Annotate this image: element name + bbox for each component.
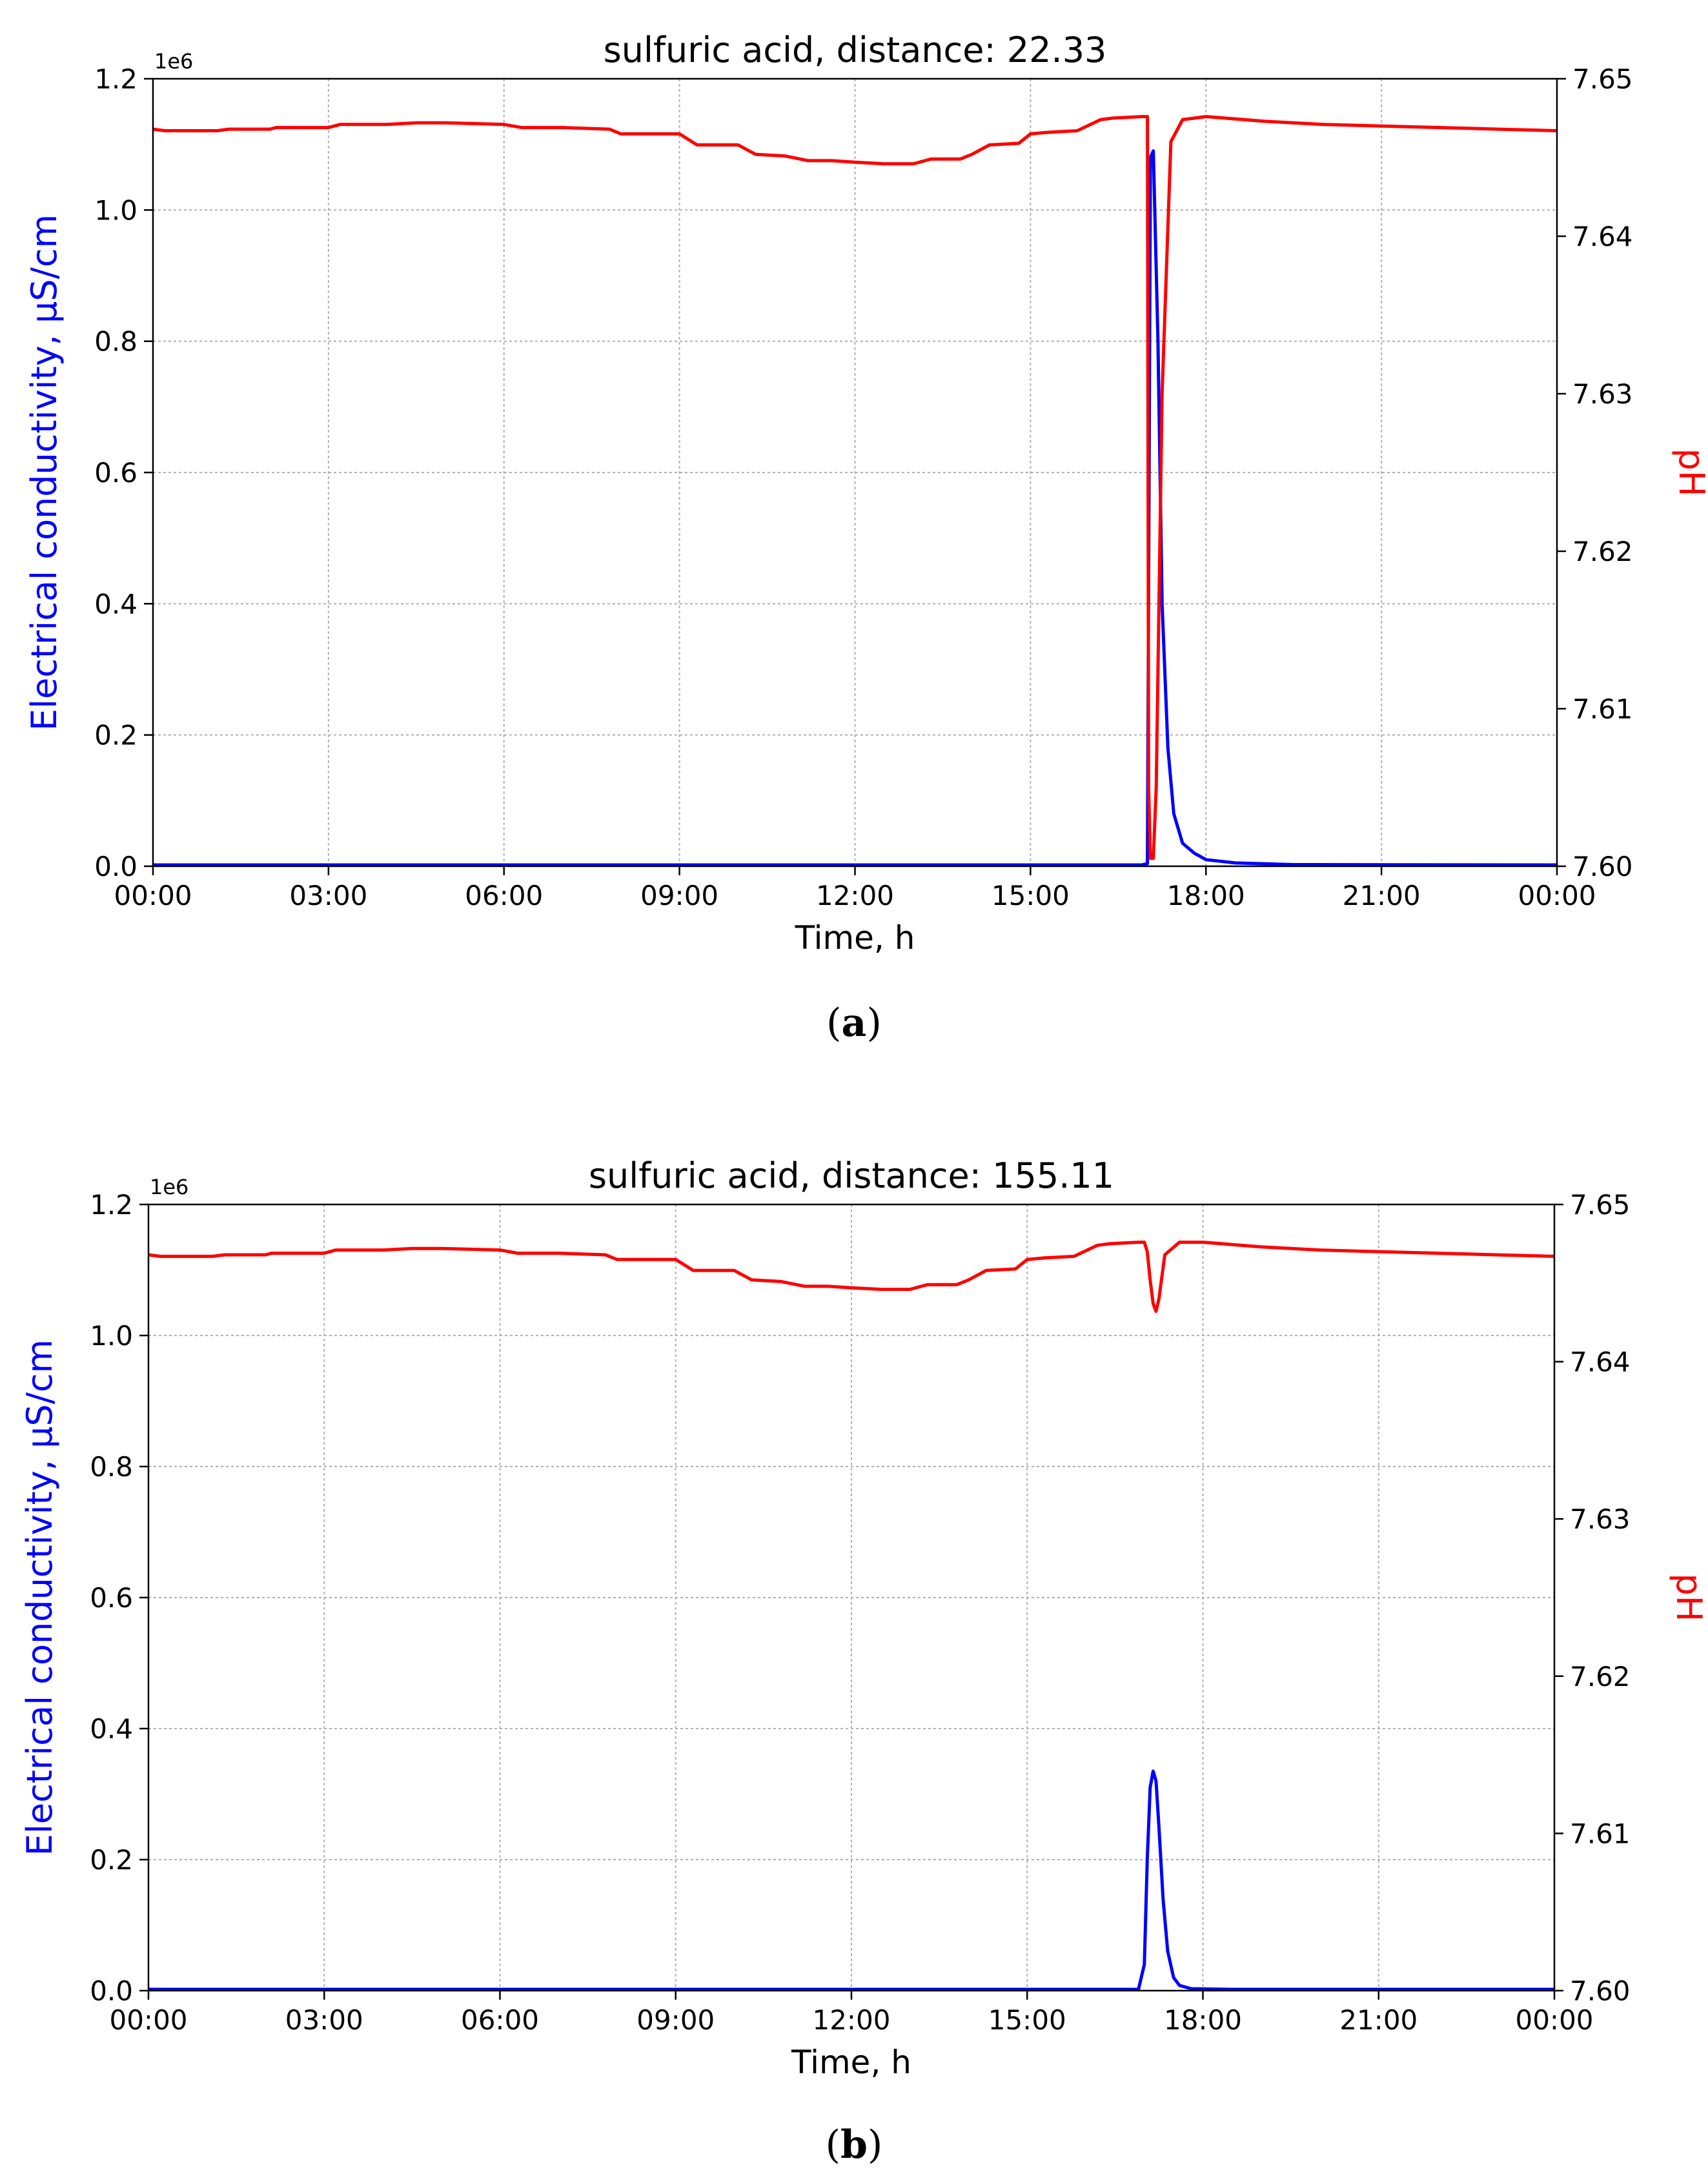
y-right-tick-label: 7.63 (1570, 1503, 1631, 1535)
y-left-tick-label: 0.2 (90, 1844, 133, 1876)
y-left-tick-label: 0.4 (90, 1713, 133, 1745)
y-left-offset-text: 1e6 (154, 49, 193, 74)
y-left-tick-label: 0.8 (90, 1451, 133, 1483)
y-left-tick-label: 1.0 (94, 194, 137, 226)
y-right-tick-label: 7.63 (1572, 378, 1633, 410)
y-left-tick-label: 0.8 (94, 326, 137, 358)
x-tick-label: 15:00 (991, 880, 1070, 911)
chart-title: sulfuric acid, distance: 155.11 (589, 1155, 1114, 1196)
x-tick-label: 18:00 (1164, 2004, 1242, 2036)
y-left-axis-label: Electrical conductivity, µS/cm (24, 214, 65, 731)
y-left-tick-label: 0.6 (90, 1582, 133, 1614)
y-left-tick-label: 0.4 (94, 588, 137, 620)
chart-title: sulfuric acid, distance: 22.33 (604, 30, 1107, 70)
y-left-tick-label: 0.0 (94, 851, 137, 882)
y-right-tick-label: 7.61 (1572, 693, 1633, 725)
x-tick-label: 12:00 (812, 2004, 890, 2036)
chart-panel-b: 00:00 03:00 06:00 09:00 12:00 15:00 18:00 21:00… (19, 1155, 1708, 2168)
y-left-tick-label: 0.2 (94, 720, 137, 751)
x-tick-label: 00:00 (1518, 880, 1596, 911)
y-right-tick-label: 7.62 (1570, 1661, 1631, 1692)
y-right-tick-label: 7.62 (1572, 536, 1633, 567)
x-tick-label: 12:00 (816, 880, 894, 911)
x-tick-label: 03:00 (289, 880, 367, 911)
ph-series-line (148, 1241, 1554, 1314)
y-left-offset-text: 1e6 (150, 1175, 188, 1199)
chart-panel-a: 00:00 03:00 06:00 09:00 12:00 15:00 18:00 21:00… (24, 30, 1708, 1046)
y-right-tick-label: 7.60 (1570, 1975, 1631, 2007)
y-right-tick-label: 7.65 (1572, 63, 1633, 95)
y-right-tick-label: 7.60 (1572, 851, 1633, 882)
ph-series-line (153, 115, 1557, 860)
y-right-tick-label: 7.61 (1570, 1818, 1631, 1849)
x-axis-label: Time, h (791, 2044, 911, 2081)
x-tick-label: 15:00 (988, 2004, 1066, 2036)
panel-caption: (a) (826, 1000, 882, 1046)
conductivity-series-line (148, 1769, 1554, 1991)
y-left-tick-label: 1.0 (90, 1320, 133, 1352)
x-tick-label: 09:00 (640, 880, 718, 911)
x-tick-label: 00:00 (109, 2004, 187, 2036)
x-tick-label: 21:00 (1339, 2004, 1418, 2036)
y-left-axis-label: Electrical conductivity, µS/cm (19, 1339, 60, 1856)
x-tick-label: 03:00 (285, 2004, 363, 2036)
y-right-axis-label: pH (1669, 1574, 1708, 1622)
x-tick-label: 06:00 (461, 2004, 539, 2036)
y-left-tick-label: 1.2 (94, 63, 137, 95)
x-tick-label: 09:00 (636, 2004, 715, 2036)
x-tick-label: 00:00 (1515, 2004, 1593, 2036)
x-axis-label: Time, h (795, 919, 915, 957)
y-right-tick-label: 7.65 (1570, 1189, 1631, 1221)
x-tick-label: 06:00 (465, 880, 543, 911)
y-left-tick-label: 0.0 (90, 1975, 133, 2007)
y-left-tick-label: 1.2 (90, 1189, 133, 1221)
y-left-tick-label: 0.6 (94, 457, 137, 489)
x-tick-label: 21:00 (1343, 880, 1421, 911)
y-right-tick-label: 7.64 (1570, 1346, 1631, 1378)
panel-caption: (b) (826, 2122, 883, 2168)
y-right-axis-label: pH (1671, 449, 1708, 497)
x-tick-label: 18:00 (1167, 880, 1245, 911)
x-tick-label: 00:00 (114, 880, 192, 911)
y-right-tick-label: 7.64 (1572, 221, 1633, 252)
